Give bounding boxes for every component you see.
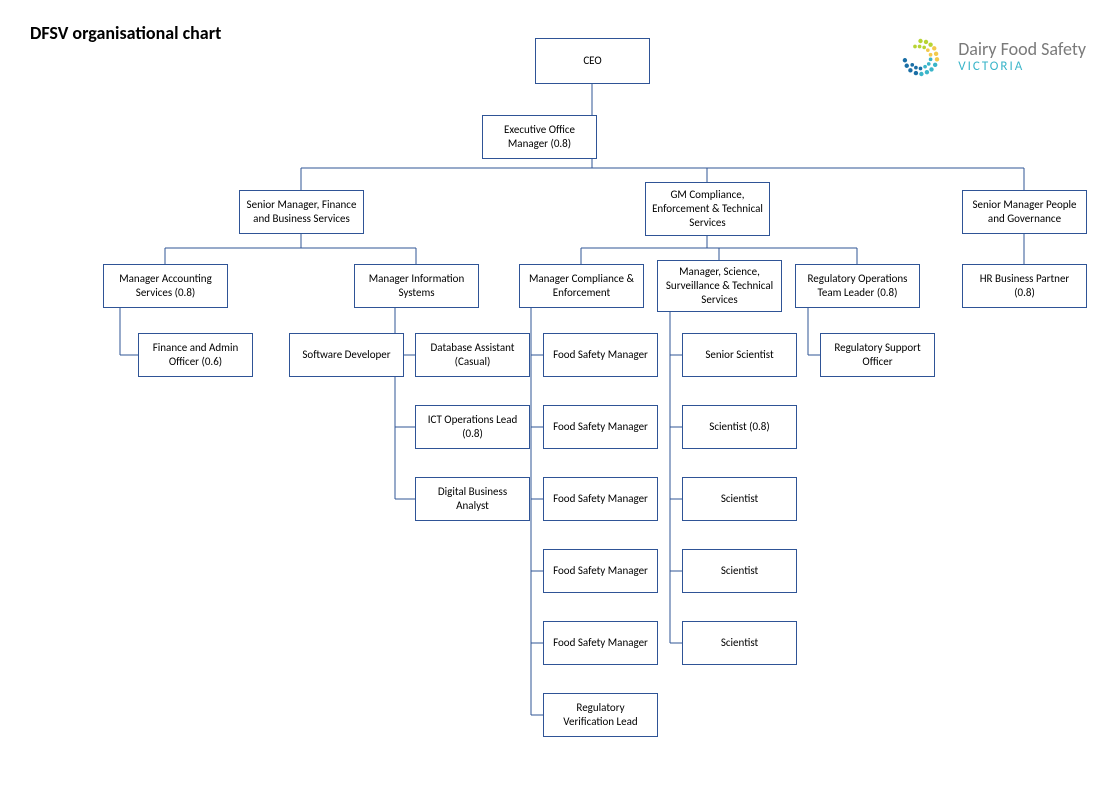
- node-food-safety-manager-2: Food Safety Manager: [543, 405, 658, 449]
- node-database-assistant: Database Assistant (Casual): [415, 333, 530, 377]
- node-food-safety-manager-1: Food Safety Manager: [543, 333, 658, 377]
- node-exec-office-manager: Executive Office Manager (0.8): [482, 115, 597, 159]
- node-scientist-3: Scientist: [682, 621, 797, 665]
- node-scientist-1: Scientist: [682, 477, 797, 521]
- node-scientist-08: Scientist (0.8): [682, 405, 797, 449]
- logo-text-line1: Dairy Food Safety: [958, 40, 1086, 60]
- node-scientist-2: Scientist: [682, 549, 797, 593]
- page-title: DFSV organisational chart: [30, 22, 221, 44]
- logo-icon: [893, 30, 948, 85]
- node-senior-scientist: Senior Scientist: [682, 333, 797, 377]
- node-manager-compliance-enforcement: Manager Compliance & Enforcement: [519, 264, 644, 308]
- node-food-safety-manager-4: Food Safety Manager: [543, 549, 658, 593]
- node-regulatory-verification-lead: Regulatory Verification Lead: [543, 693, 658, 737]
- logo-text-line2: VICTORIA: [958, 60, 1086, 74]
- node-food-safety-manager-5: Food Safety Manager: [543, 621, 658, 665]
- node-senior-manager-finance: Senior Manager, Finance and Business Ser…: [239, 190, 364, 234]
- brand-logo: Dairy Food Safety VICTORIA: [893, 30, 1086, 85]
- node-regulatory-support-officer: Regulatory Support Officer: [820, 333, 935, 377]
- node-finance-admin-officer: Finance and Admin Officer (0.6): [138, 333, 253, 377]
- node-manager-accounting: Manager Accounting Services (0.8): [103, 264, 228, 308]
- node-senior-manager-people: Senior Manager People and Governance: [962, 190, 1087, 234]
- node-regulatory-ops-lead: Regulatory Operations Team Leader (0.8): [795, 264, 920, 308]
- node-ict-operations-lead: ICT Operations Lead (0.8): [415, 405, 530, 449]
- node-gm-compliance: GM Compliance, Enforcement & Technical S…: [645, 182, 770, 236]
- node-software-developer: Software Developer: [289, 333, 404, 377]
- node-digital-business-analyst: Digital Business Analyst: [415, 477, 530, 521]
- node-ceo: CEO: [535, 38, 650, 84]
- node-manager-science: Manager, Science, Surveillance & Technic…: [657, 260, 782, 312]
- node-manager-information-systems: Manager Information Systems: [354, 264, 479, 308]
- node-food-safety-manager-3: Food Safety Manager: [543, 477, 658, 521]
- node-hr-business-partner: HR Business Partner (0.8): [962, 264, 1087, 308]
